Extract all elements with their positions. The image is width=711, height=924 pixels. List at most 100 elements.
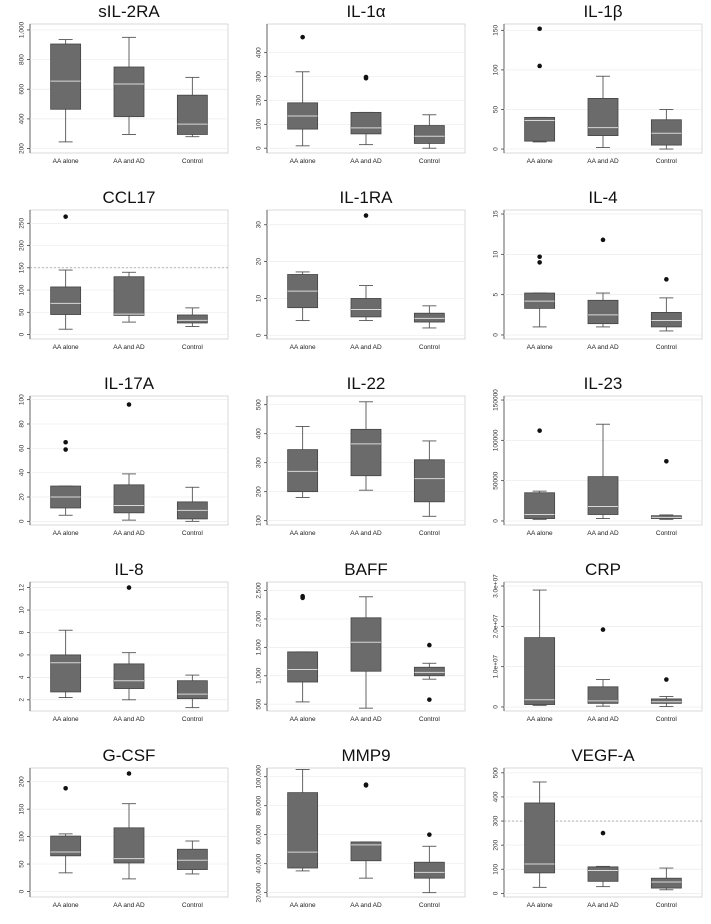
iqr-box bbox=[650, 698, 682, 704]
outlier-point bbox=[63, 214, 68, 219]
outlier-point bbox=[427, 697, 432, 702]
category-label: Control bbox=[182, 530, 204, 537]
y-tick-label: 300 bbox=[493, 815, 500, 826]
box-aa-and-ad bbox=[350, 74, 382, 146]
y-tick-label: 200 bbox=[19, 240, 26, 251]
y-tick-label: 100 bbox=[493, 863, 500, 874]
y-tick-label: 50 bbox=[19, 308, 26, 316]
y-tick-label: 100 bbox=[19, 394, 26, 405]
box-control bbox=[413, 832, 445, 894]
category-label: AA alone bbox=[53, 158, 79, 165]
category-label: AA and AD bbox=[350, 158, 382, 165]
iqr-box bbox=[413, 312, 445, 323]
iqr-box bbox=[413, 125, 445, 144]
box-aa-alone bbox=[50, 786, 82, 874]
y-tick-label: 400 bbox=[19, 113, 26, 124]
box-control bbox=[650, 677, 682, 708]
boxplot-svg: IL-17A 0 20 40 60 80 100 AA alone AA and AD Contr… bbox=[19, 374, 229, 537]
box-aa-and-ad bbox=[113, 271, 145, 323]
box-aa-alone bbox=[524, 781, 556, 888]
category-label: AA alone bbox=[527, 902, 553, 909]
category-label: AA and AD bbox=[113, 530, 145, 537]
y-tick-label: 100 bbox=[493, 64, 500, 75]
category-label: AA alone bbox=[290, 902, 316, 909]
category-label: AA and AD bbox=[113, 344, 145, 351]
y-tick-label: 12 bbox=[19, 584, 26, 592]
iqr-box bbox=[350, 298, 382, 318]
boxplot-svg: IL-1α 0 100 200 300 400 AA alone AA and AD Contr… bbox=[256, 2, 466, 165]
category-label: AA and AD bbox=[587, 902, 619, 909]
category-label: Control bbox=[656, 716, 678, 723]
y-tick-label: 60,000 bbox=[256, 824, 263, 844]
box-control bbox=[176, 307, 208, 327]
iqr-box bbox=[587, 686, 619, 704]
y-tick-label: 0 bbox=[493, 519, 500, 523]
box-aa-alone bbox=[524, 428, 556, 520]
category-label: AA and AD bbox=[350, 716, 382, 723]
iqr-box bbox=[350, 428, 382, 477]
y-tick-label: 250 bbox=[19, 218, 26, 229]
outlier-point bbox=[600, 627, 606, 632]
category-label: AA alone bbox=[53, 716, 79, 723]
box-aa-and-ad bbox=[587, 237, 619, 328]
box-control bbox=[650, 277, 682, 332]
iqr-box bbox=[587, 476, 619, 515]
iqr-box bbox=[650, 119, 682, 146]
iqr-box bbox=[50, 654, 82, 693]
y-tick-label: 10 bbox=[493, 250, 500, 258]
y-tick-label: 80 bbox=[19, 420, 26, 428]
y-tick-label: 400 bbox=[256, 428, 263, 439]
category-label: AA alone bbox=[53, 902, 79, 909]
box-aa-alone bbox=[287, 425, 319, 498]
box-aa-alone bbox=[287, 593, 319, 703]
y-tick-label: 200 bbox=[19, 776, 26, 787]
panel-mmp9: MMP9 20,000 40,000 60,000 80,000 100,000 AA al… bbox=[237, 744, 474, 924]
panel-il-1-: IL-1β 0 50 100 150 AA alone AA and AD Control bbox=[474, 0, 711, 180]
box-aa-and-ad bbox=[113, 36, 145, 135]
y-tick-label: 1.0e+07 bbox=[493, 654, 500, 678]
iqr-box bbox=[176, 848, 208, 870]
category-label: AA alone bbox=[53, 344, 79, 351]
y-tick-label: 2,000 bbox=[256, 610, 263, 627]
y-tick-label: 100 bbox=[256, 119, 263, 130]
iqr-box bbox=[50, 43, 82, 110]
outlier-point bbox=[300, 34, 305, 40]
category-label: Control bbox=[656, 344, 678, 351]
panel-il-23: IL-23 0 50000 100000 150000 AA alone AA and AD… bbox=[474, 372, 711, 552]
category-label: AA alone bbox=[527, 344, 553, 351]
outlier-point bbox=[300, 593, 305, 599]
chart-title: IL-22 bbox=[347, 374, 386, 393]
category-label: Control bbox=[656, 902, 678, 909]
box-aa-alone bbox=[50, 439, 82, 516]
iqr-box bbox=[350, 841, 382, 862]
boxplot-svg: sIL-2RA 200 400 600 800 1,000 AA alone AA and A… bbox=[19, 2, 229, 165]
y-tick-label: 100000 bbox=[493, 429, 500, 451]
box-control bbox=[176, 486, 208, 522]
outlier-point bbox=[537, 428, 542, 433]
y-tick-label: 15 bbox=[493, 210, 500, 218]
box-aa-and-ad bbox=[350, 213, 382, 322]
box-aa-and-ad bbox=[587, 75, 619, 148]
y-tick-label: 1,500 bbox=[256, 639, 263, 656]
iqr-box bbox=[287, 792, 319, 869]
iqr-box bbox=[287, 651, 319, 683]
y-tick-label: 20 bbox=[256, 258, 263, 266]
category-label: AA alone bbox=[527, 530, 553, 537]
box-aa-and-ad bbox=[113, 585, 145, 701]
category-label: Control bbox=[419, 902, 441, 909]
iqr-box bbox=[587, 299, 619, 325]
y-tick-label: 2,500 bbox=[256, 582, 263, 599]
panel-crp: CRP 0 1.0e+07 2.0e+07 3.0e+07 AA alone AA and … bbox=[474, 558, 711, 738]
y-tick-label: 500 bbox=[256, 399, 263, 410]
y-tick-label: 0 bbox=[256, 333, 263, 337]
boxplot-svg: IL-4 0 5 10 15 AA alone AA and AD Control bbox=[493, 188, 703, 351]
box-aa-alone bbox=[524, 254, 556, 328]
y-tick-label: 6 bbox=[19, 653, 26, 657]
category-label: AA and AD bbox=[587, 158, 619, 165]
y-tick-label: 200 bbox=[19, 143, 26, 154]
y-tick-label: 100 bbox=[19, 284, 26, 295]
chart-title: IL-1β bbox=[583, 2, 622, 21]
box-aa-alone bbox=[50, 629, 82, 698]
chart-title: MMP9 bbox=[341, 746, 390, 765]
y-tick-label: 100,000 bbox=[256, 765, 263, 789]
